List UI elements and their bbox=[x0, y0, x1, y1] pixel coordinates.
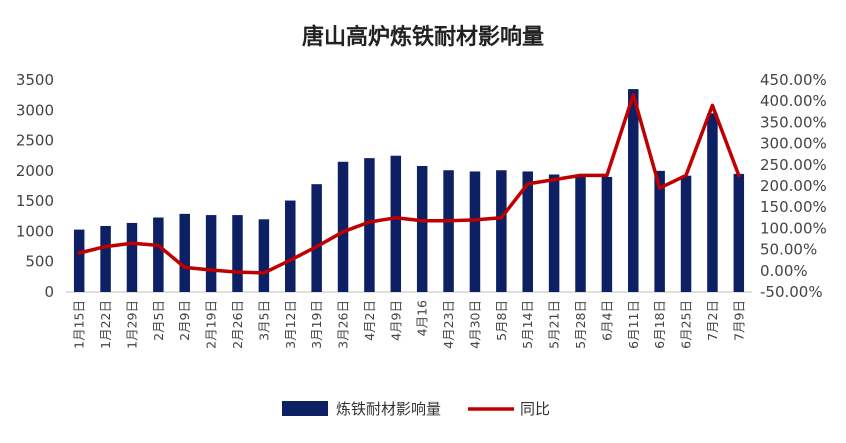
x-tick-label: 4月2日 bbox=[362, 300, 377, 341]
x-tick-label: 5月28日 bbox=[573, 300, 588, 349]
legend-line-label: 同比 bbox=[520, 400, 550, 418]
bar-series bbox=[73, 89, 745, 292]
bar bbox=[337, 161, 349, 292]
x-tick-label: 4月23日 bbox=[441, 300, 456, 349]
bar bbox=[126, 222, 138, 292]
x-tick-label: 2月9日 bbox=[177, 300, 192, 341]
x-tick-label: 1月22日 bbox=[98, 300, 113, 349]
x-axis-labels: 1月15日 1月22日 1月29日 2月5日 2月9日 2月19日 2月26日 3月5日 3月1… bbox=[72, 300, 747, 349]
bar bbox=[548, 174, 560, 292]
axes: 0 500 1000 1500 2000 2500 3000 3500 -50.00% 0.00%… bbox=[16, 71, 827, 301]
y-right-tick-label: 50.00% bbox=[760, 241, 817, 259]
y-right-tick-label: -50.00% bbox=[760, 283, 823, 301]
x-tick-label: 3月26日 bbox=[336, 300, 351, 349]
y-right-tick-label: 400.00% bbox=[760, 92, 827, 110]
y-left-tick-label: 2500 bbox=[16, 132, 54, 150]
bar bbox=[285, 200, 296, 292]
bar bbox=[258, 219, 270, 292]
x-tick-label: 5月8日 bbox=[494, 300, 509, 341]
bar bbox=[469, 171, 481, 292]
x-tick-label: 6月4日 bbox=[599, 300, 614, 341]
x-tick-label: 5月21日 bbox=[547, 300, 562, 349]
bar bbox=[73, 229, 85, 292]
x-tick-label: 6月11日 bbox=[626, 300, 641, 349]
y-left-tick-label: 500 bbox=[25, 253, 54, 271]
bar bbox=[311, 184, 322, 292]
yoy-line bbox=[77, 93, 741, 275]
legend-bar-label: 炼铁耐材影响量 bbox=[336, 400, 441, 418]
y-right-tick-label: 200.00% bbox=[760, 177, 827, 195]
x-tick-label: 7月9日 bbox=[731, 300, 746, 341]
bar bbox=[522, 171, 533, 292]
bar bbox=[654, 170, 665, 292]
chart-title: 唐山高炉炼铁耐材影响量 bbox=[302, 24, 544, 50]
x-tick-label: 3月5日 bbox=[256, 300, 271, 341]
x-tick-label: 2月26日 bbox=[230, 300, 245, 349]
y-left-tick-label: 1500 bbox=[16, 192, 54, 210]
bar bbox=[179, 213, 190, 292]
bar bbox=[733, 173, 745, 292]
x-tick-label: 2月5日 bbox=[151, 300, 166, 341]
x-tick-label: 4月16 bbox=[415, 300, 430, 336]
x-tick-label: 4月30日 bbox=[468, 300, 483, 349]
x-tick-label: 4月9日 bbox=[388, 300, 403, 341]
bar bbox=[100, 225, 111, 292]
bar bbox=[628, 89, 639, 292]
x-tick-label: 3月12日 bbox=[283, 300, 298, 349]
bar bbox=[575, 176, 586, 292]
x-tick-label: 1月15日 bbox=[72, 300, 87, 349]
line-series bbox=[77, 93, 741, 275]
y-right-tick-label: 250.00% bbox=[760, 156, 827, 174]
y-left-tick-label: 0 bbox=[44, 283, 54, 301]
y-right-tick-label: 100.00% bbox=[760, 219, 827, 237]
y-left-tick-label: 3000 bbox=[16, 101, 54, 119]
bar bbox=[496, 170, 507, 292]
bar bbox=[390, 155, 402, 292]
x-tick-label: 2月19日 bbox=[204, 300, 219, 349]
y-right-tick-label: 450.00% bbox=[760, 71, 827, 89]
x-tick-label: 1月29日 bbox=[125, 300, 140, 349]
x-tick-label: 3月19日 bbox=[309, 300, 324, 349]
bar bbox=[205, 215, 217, 292]
y-left-tick-label: 3500 bbox=[16, 71, 54, 89]
y-right-tick-label: 300.00% bbox=[760, 135, 827, 153]
x-tick-label: 7月2日 bbox=[705, 300, 720, 341]
legend-bar-swatch bbox=[282, 401, 328, 416]
y-right-tick-label: 150.00% bbox=[760, 198, 827, 216]
x-tick-label: 6月18日 bbox=[652, 300, 667, 349]
x-tick-label: 5月14日 bbox=[520, 300, 535, 349]
bar bbox=[232, 215, 243, 292]
y-right-tick-label: 0.00% bbox=[760, 262, 808, 280]
bar bbox=[416, 166, 428, 292]
y-left-tick-label: 2000 bbox=[16, 162, 54, 180]
x-tick-label: 6月25日 bbox=[679, 300, 694, 349]
bar bbox=[364, 158, 375, 292]
bar bbox=[680, 175, 692, 292]
y-right-tick-label: 350.00% bbox=[760, 113, 827, 131]
y-left-tick-label: 1000 bbox=[16, 222, 54, 240]
bar bbox=[153, 217, 164, 292]
legend: 炼铁耐材影响量 同比 bbox=[282, 400, 550, 418]
bar bbox=[443, 170, 454, 292]
bar bbox=[601, 176, 613, 292]
bar bbox=[707, 113, 718, 292]
